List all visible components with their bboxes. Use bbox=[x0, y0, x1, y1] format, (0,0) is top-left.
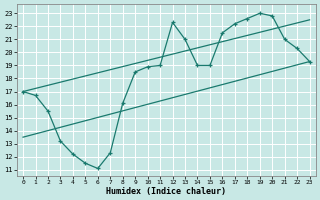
X-axis label: Humidex (Indice chaleur): Humidex (Indice chaleur) bbox=[106, 187, 226, 196]
